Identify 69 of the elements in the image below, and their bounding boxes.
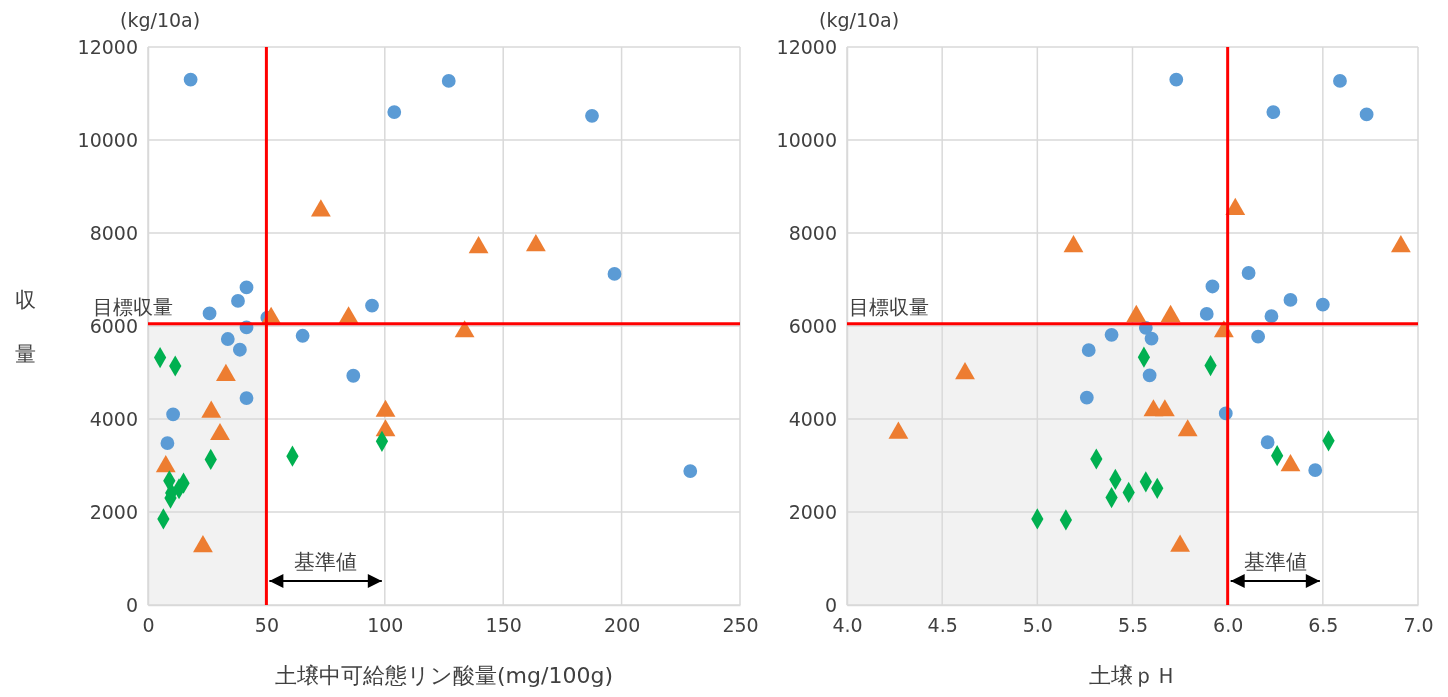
point [232,342,247,357]
point [1142,368,1157,383]
x-axis-title: 土壌ｐＨ [1088,663,1177,688]
x-tick-label: 100 [367,614,404,637]
point [295,328,310,343]
point [1205,279,1220,294]
y-tick-label: 0 [125,593,138,616]
point [1333,74,1347,88]
ref-line-label: 目標収量 [849,294,929,319]
annotation: 基準値 [1243,550,1307,574]
point [1251,329,1266,344]
point [607,267,622,281]
x-tick-label: 4.5 [927,614,958,637]
text: (kg/10a) [120,9,201,31]
point [441,74,456,88]
point [1169,72,1184,87]
y-tick-label: 6000 [788,314,837,337]
point [1266,105,1281,119]
point [585,108,599,123]
point [387,105,402,119]
point [1359,107,1374,122]
x-tick-label: 150 [485,614,522,637]
point [239,280,254,295]
point [231,293,245,308]
point [683,464,698,478]
y-tick-label: 4000 [788,407,837,430]
x-tick-label: 7.0 [1403,614,1434,637]
text: (kg/10a) [819,9,900,31]
point [365,298,379,313]
point [346,368,361,383]
point [1081,343,1096,358]
point [220,332,235,346]
y-tick-label: 8000 [89,221,138,244]
y-tick-label: 2000 [788,500,837,523]
x-tick-label: 50 [254,614,279,637]
point [1260,435,1275,450]
y-tick-label: 0 [824,593,837,616]
y-tick-label: 12000 [776,35,837,58]
x-tick-label: 5.0 [1022,614,1053,637]
point [202,306,217,321]
y-tick-label: 10000 [776,128,837,151]
x-tick-label: 200 [603,614,641,637]
y-tick-label: 2000 [89,500,138,523]
point [166,407,181,422]
point [1308,463,1323,478]
point [1144,331,1159,346]
point [1199,307,1214,321]
point [1315,297,1330,312]
point [183,72,198,87]
y-tick-label: 8000 [788,221,837,244]
text: 収量 [14,288,36,366]
y-tick-label: 12000 [77,35,138,58]
x-axis-title: 土壌中可給態リン酸量(mg/100g) [275,663,613,688]
point [1079,390,1094,405]
x-tick-label: 250 [722,614,759,637]
annotation: 基準値 [294,550,358,574]
point [160,436,175,451]
y-tick-label: 10000 [77,128,138,151]
y-tick-label: 4000 [89,407,138,430]
point [239,391,254,405]
point [1104,327,1119,342]
x-tick-label: 6.0 [1213,614,1244,637]
x-tick-label: 4.0 [832,614,863,637]
point [1264,309,1279,324]
x-tick-label: 0 [142,614,155,637]
point [1241,266,1256,280]
x-tick-label: 6.5 [1308,614,1339,637]
x-tick-label: 5.5 [1117,614,1149,637]
point [1283,293,1298,307]
